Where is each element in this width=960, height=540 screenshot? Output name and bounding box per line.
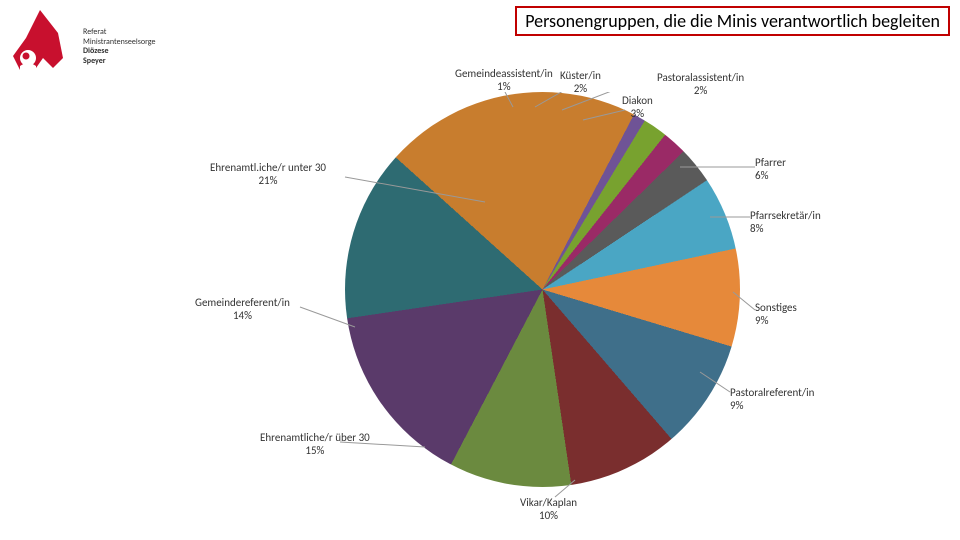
slice-label: Pfarrer6% — [755, 157, 786, 182]
slice-label: Sonstiges9% — [755, 302, 797, 327]
slice-label: Pastoralassistent/in2% — [657, 72, 744, 97]
slice-label: Pfarrsekretär/in8% — [750, 210, 821, 235]
pie — [345, 92, 740, 487]
page-title: Personengruppen, die die Minis verantwor… — [525, 10, 940, 32]
slice-label: Gemeindeassistent/in1% — [455, 68, 553, 93]
slice-label: Ehrenamtliche/r über 3015% — [260, 432, 370, 457]
pie-chart: Ehrenamtl.iche/r unter 3021%Gemeindeassi… — [175, 92, 955, 532]
slice-label: Küster/in2% — [560, 70, 601, 95]
slice-label: Pastoralreferent/in9% — [730, 387, 814, 412]
page-title-box: Personengruppen, die die Minis verantwor… — [515, 6, 950, 36]
slice-label: Diakon3% — [622, 95, 653, 120]
slice-label: Vikar/Kaplan10% — [520, 497, 577, 522]
pie-wrap — [345, 92, 740, 487]
logo-text: Referat Ministrantenseelsorge Diözese Sp… — [83, 28, 155, 66]
logo-line4: Speyer — [83, 57, 155, 67]
logo-mark — [8, 8, 73, 93]
logo: Referat Ministrantenseelsorge Diözese Sp… — [8, 8, 158, 93]
slice-label: Gemeindereferent/in14% — [195, 297, 290, 322]
slice-label: Ehrenamtl.iche/r unter 3021% — [210, 162, 326, 187]
